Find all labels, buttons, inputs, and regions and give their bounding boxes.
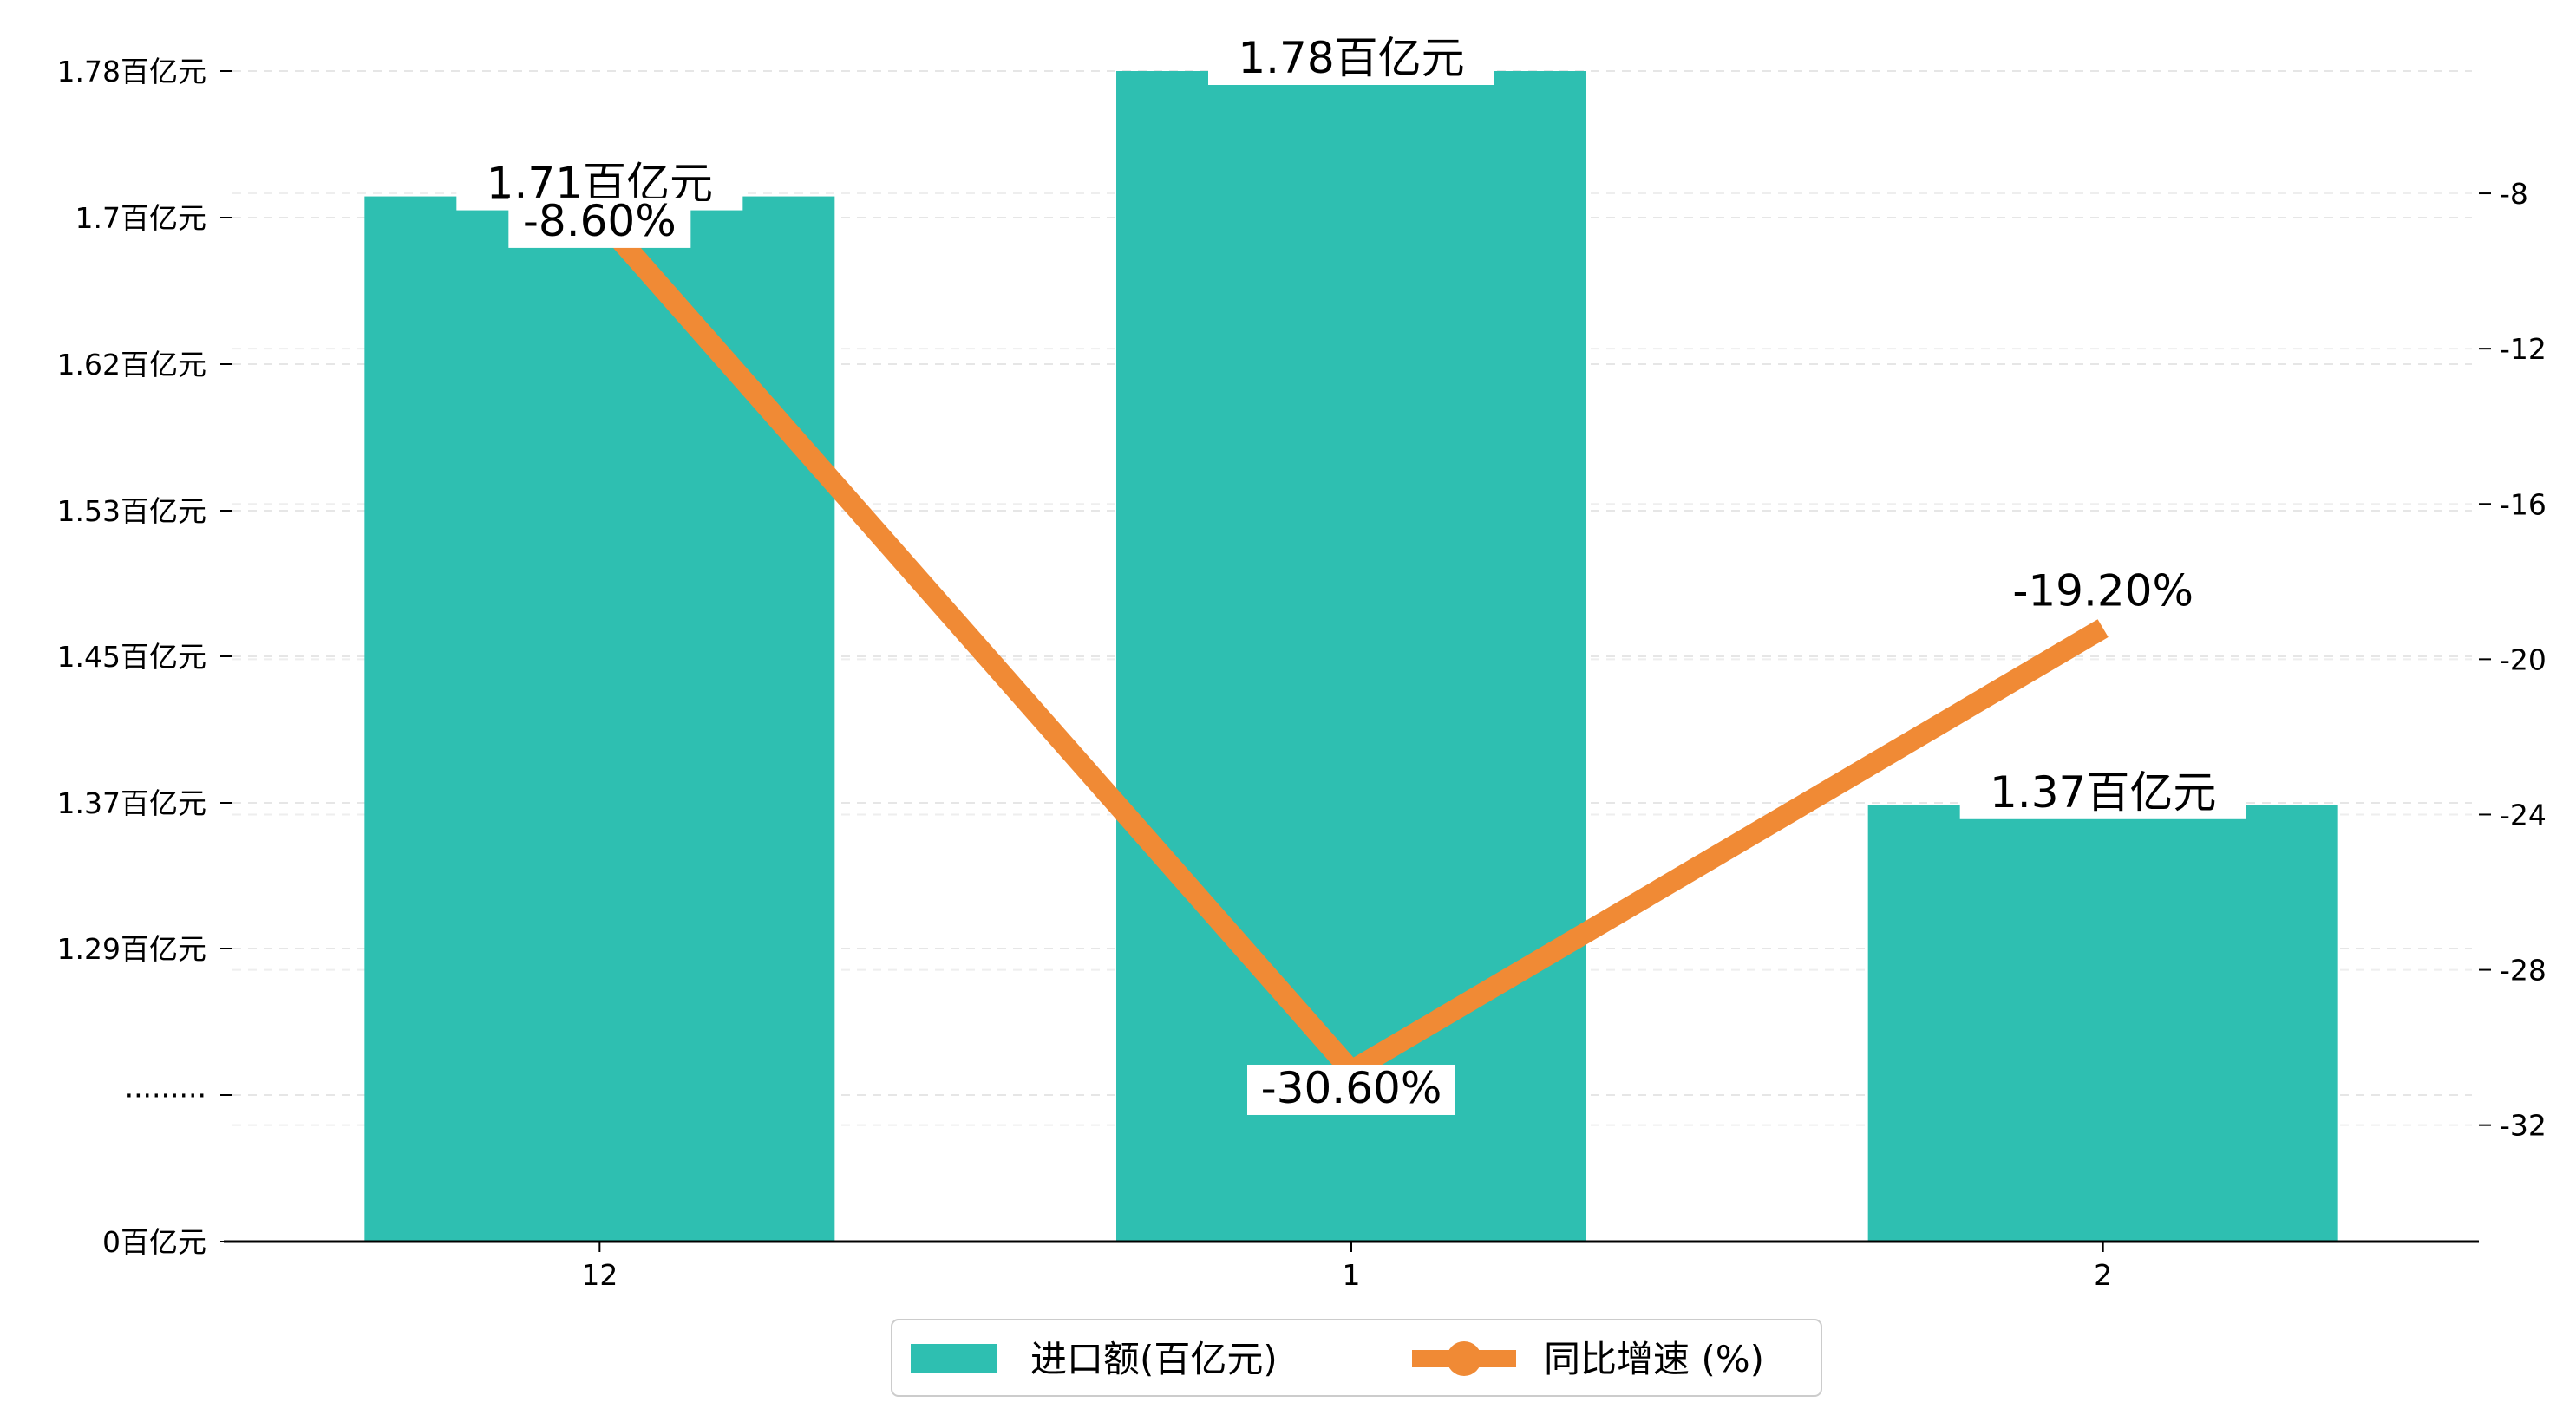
legend-label-bar: 进口额(百亿元) [1030,1338,1278,1380]
legend-label-line: 同比增速 (%) [1544,1338,1764,1380]
legend-swatch-bar [911,1344,997,1373]
line-value-label-box [1247,1064,1455,1115]
bar [1867,805,2338,1242]
y-left-tick-label: 1.29百亿元 [57,932,206,966]
bar-value-label: 1.37百亿元 [1990,767,2216,818]
line-value-label-box [508,197,691,248]
axes: 12 1 20百亿元·········1.29百亿元1.37百亿元1.45百亿元1.… [57,55,2547,1292]
y-right-tick-label: -20 [2500,642,2547,676]
y-right-tick-label: -28 [2500,954,2547,988]
x-tick-label: 12 [581,1258,618,1292]
bar-series [364,71,2338,1242]
y-left-tick-label: 1.78百亿元 [57,55,206,88]
line-value-label: -30.60% [1261,1063,1442,1113]
y-right-tick-label: -12 [2500,332,2547,366]
y-right-tick-label: -32 [2500,1109,2547,1143]
x-tick-label: 1 [1343,1258,1361,1292]
y-left-tick-label: 0百亿元 [102,1225,206,1259]
bar-value-label: 1.78百亿元 [1238,33,1464,83]
y-left-tick-label: 1.62百亿元 [57,348,206,381]
bar-value-label-box [1208,35,1494,85]
bar-value-label-box [1959,768,2246,819]
bar [1116,71,1586,1242]
bar [364,196,835,1242]
x-tick-label: 2 [2094,1258,2112,1292]
y-right-tick-label: -24 [2500,798,2547,831]
line-value-label: -8.60% [523,196,677,246]
y-left-tick-label: 1.53百亿元 [57,494,206,528]
y-left-tick-label: 1.37百亿元 [57,786,206,820]
y-left-tick-label: 1.7百亿元 [75,201,206,235]
y-right-tick-label: -8 [2500,177,2528,211]
y-left-tick-label: ········· [125,1079,206,1112]
y-right-tick-label: -16 [2500,487,2547,521]
legend-marker-line [1447,1341,1481,1376]
y-left-tick-label: 1.45百亿元 [57,640,206,674]
legend: 进口额(百亿元) 同比增速 (%) [891,1319,1822,1397]
legend-box [891,1319,1822,1397]
line-value-label: -19.20% [2012,566,2194,616]
data-labels: 1.71百亿元1.78百亿元1.37百亿元-8.60%-30.60%-19.20… [456,33,2246,1115]
